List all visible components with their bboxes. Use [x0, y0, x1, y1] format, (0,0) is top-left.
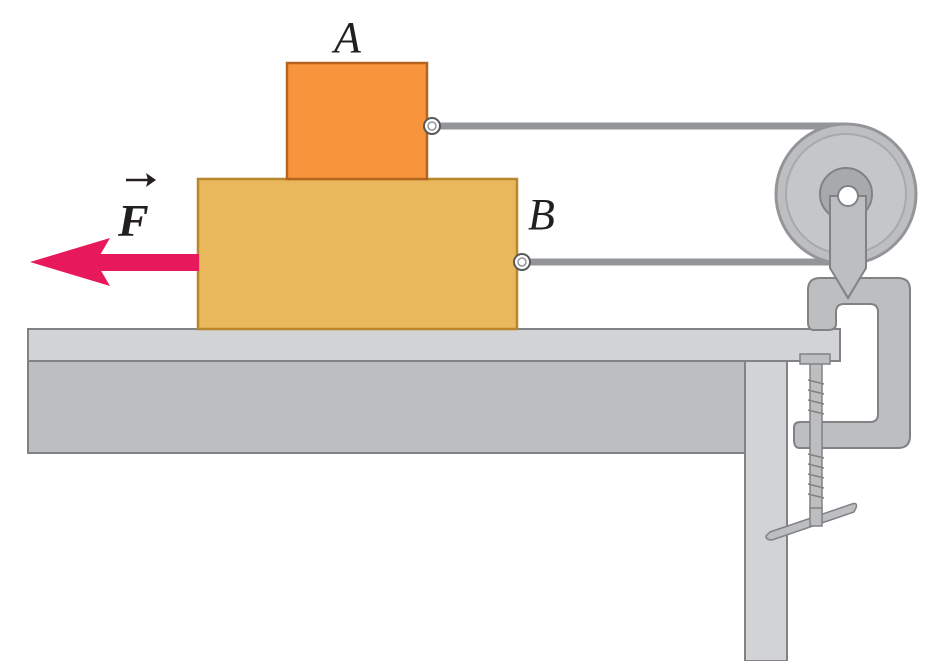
pulley-bracket [829, 195, 867, 300]
table [27, 328, 841, 454]
pulley-axle [837, 185, 859, 207]
c-clamp-icon [765, 277, 911, 541]
clamp-screw [809, 361, 823, 513]
force-label: F [117, 195, 149, 246]
block-b-label: B [528, 190, 555, 239]
table-leg [744, 359, 788, 661]
screw-thread-marks [807, 379, 825, 499]
table-top [27, 328, 841, 362]
strings [432, 122, 846, 266]
clamp-pad [799, 353, 831, 365]
pulley-icon [774, 122, 918, 300]
left-arrow-icon [30, 238, 199, 286]
block-a [285, 61, 441, 181]
block-a-label: A [331, 13, 362, 62]
eyelet-icon [513, 253, 531, 271]
eyelet-icon [423, 117, 441, 135]
block-b [196, 177, 531, 331]
table-side [27, 359, 746, 454]
force-label-group: F [117, 173, 156, 246]
vector-arrow-icon [126, 173, 156, 187]
